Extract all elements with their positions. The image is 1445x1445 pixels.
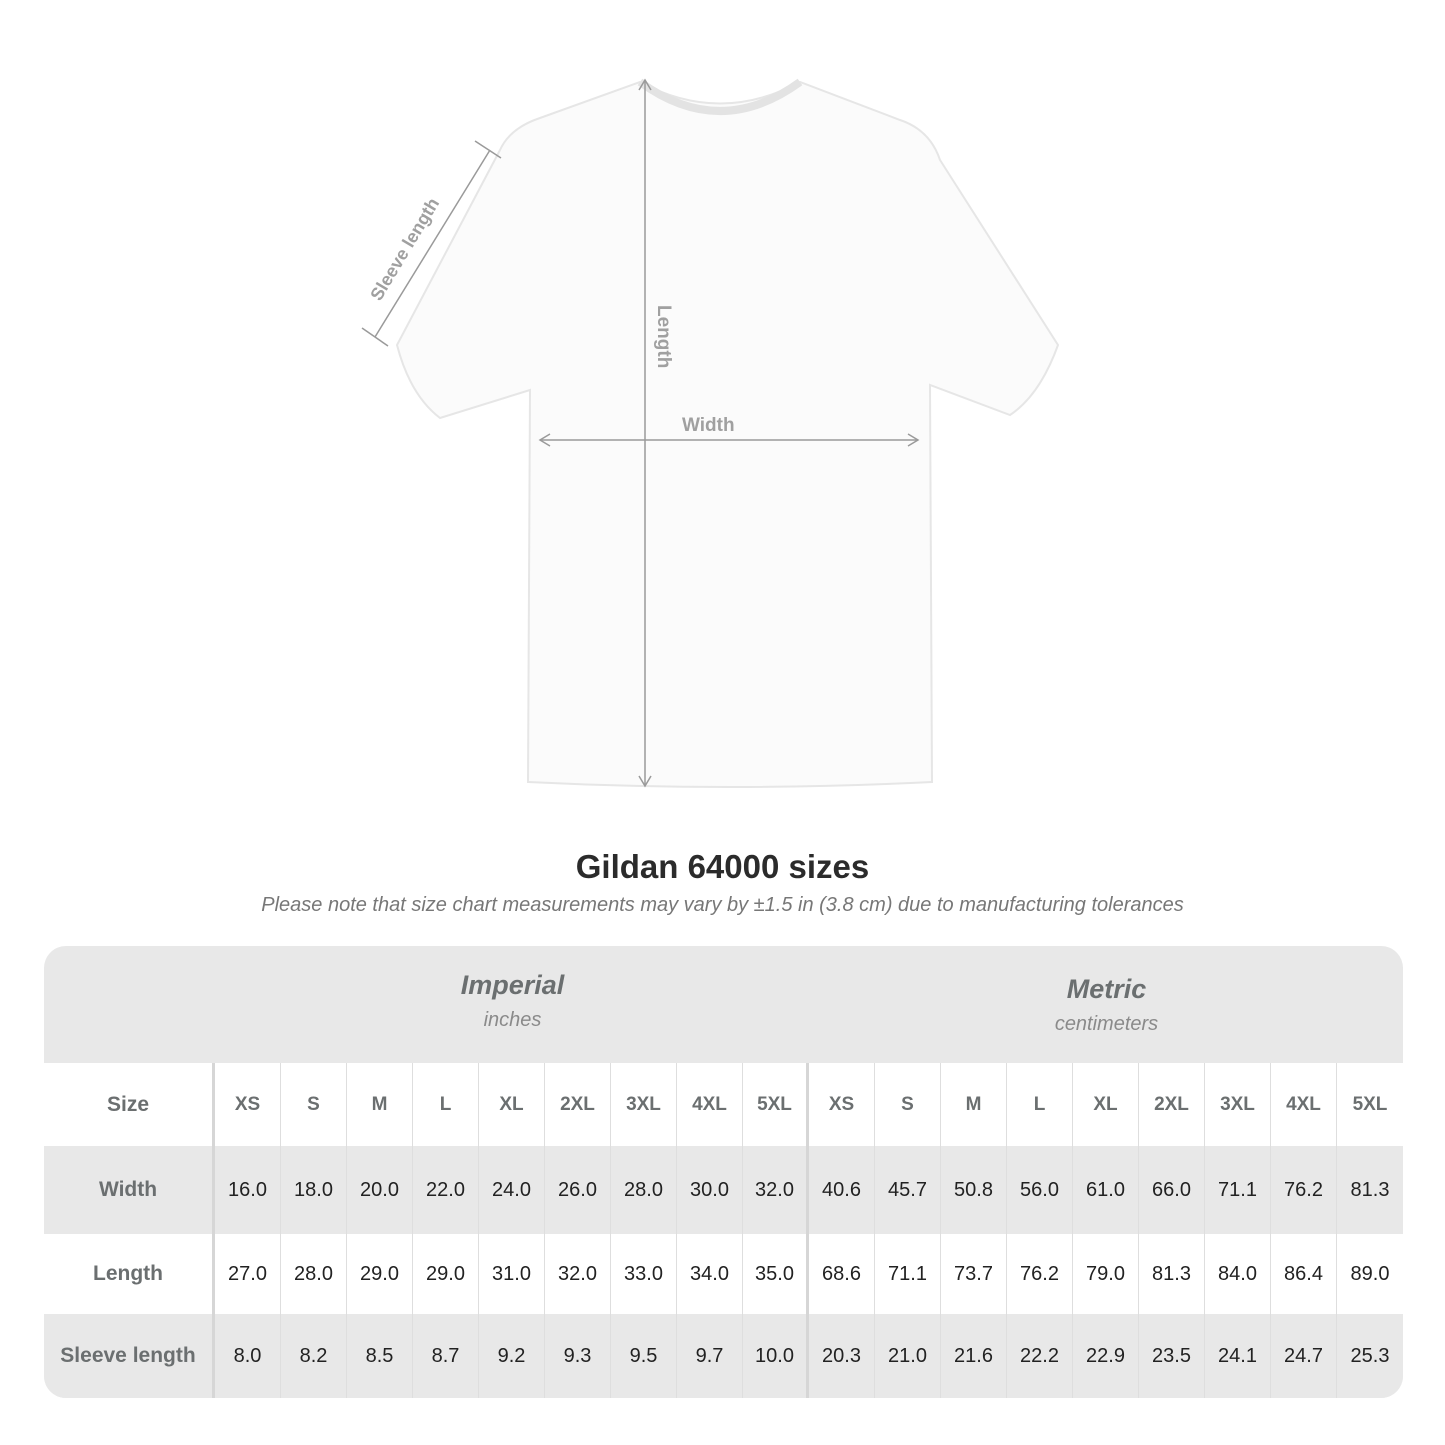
- width-label: Width: [682, 415, 735, 436]
- size-header-row: Size XS S M L XL 2XL 3XL 4XL 5XL XS S M L XL 2XL 3XL 4XL 5…: [44, 1063, 1403, 1146]
- value-cell: 71.1: [875, 1234, 941, 1314]
- value-cell: 10.0: [743, 1314, 809, 1398]
- value-cell: 29.0: [413, 1234, 479, 1314]
- table-row: Length 27.0 28.0 29.0 29.0 31.0 32.0 33.0 34.0 35…: [44, 1234, 1403, 1314]
- value-cell: 73.7: [941, 1234, 1007, 1314]
- value-cell: 9.3: [545, 1314, 611, 1398]
- value-cell: 31.0: [479, 1234, 545, 1314]
- size-header-cell: 3XL: [611, 1063, 677, 1146]
- value-cell: 25.3: [1350, 1344, 1390, 1367]
- value-cell: 9.5: [611, 1314, 677, 1398]
- size-header-cell: XS: [809, 1063, 875, 1146]
- size-header-cell: 4XL: [677, 1063, 743, 1146]
- value-cell: 76.2: [1271, 1146, 1337, 1234]
- value-cell: 84.0: [1205, 1234, 1271, 1314]
- tolerance-note: Please note that size chart measurements…: [261, 894, 1184, 916]
- row-label: Length: [44, 1234, 215, 1314]
- row-label: Sleeve length: [44, 1314, 215, 1398]
- value-cell: 9.7: [677, 1314, 743, 1398]
- value-cell: 26.0: [545, 1146, 611, 1234]
- value-cell: 8.5: [347, 1314, 413, 1398]
- value-cell: 50.8: [941, 1146, 1007, 1234]
- value-cell: 9.2: [479, 1314, 545, 1398]
- value-cell: 22.2: [1007, 1314, 1073, 1398]
- size-header-cell: 2XL: [545, 1063, 611, 1146]
- value-cell: 28.0: [611, 1146, 677, 1234]
- size-header-cell: M: [941, 1063, 1007, 1146]
- value-cell: 20.3: [809, 1314, 875, 1398]
- length-arrow: [638, 78, 652, 788]
- value-cell: 23.5: [1139, 1314, 1205, 1398]
- value-cell: 56.0: [1007, 1146, 1073, 1234]
- value-cell: 8.0: [215, 1314, 281, 1398]
- value-cell: 71.1: [1205, 1146, 1271, 1234]
- size-header-cell: M: [347, 1063, 413, 1146]
- size-header-cell: 2XL: [1139, 1063, 1205, 1146]
- width-arrow: [538, 433, 920, 447]
- value-cell: 28.0: [281, 1234, 347, 1314]
- value-cell: 27.0: [215, 1234, 281, 1314]
- value-cell: 76.2: [1007, 1234, 1073, 1314]
- metric-header: Metric centimeters: [810, 946, 1403, 1063]
- metric-title: Metric: [1066, 974, 1147, 1004]
- size-header-cell: XL: [479, 1063, 545, 1146]
- imperial-unit: inches: [483, 1009, 542, 1031]
- value-cell: 81.3: [1350, 1178, 1390, 1201]
- value-cell: 35.0: [743, 1234, 809, 1314]
- size-table: Imperial inches Metric centimeters Size X…: [44, 946, 1403, 1398]
- size-header-cell: 5XL: [743, 1063, 809, 1146]
- size-header-cell: S: [281, 1063, 347, 1146]
- size-header-cell: XL: [1073, 1063, 1139, 1146]
- value-cell: 32.0: [545, 1234, 611, 1314]
- table-row: Sleeve length 8.0 8.2 8.5 8.7 9.2 9.3 9.5 9.7 10.…: [44, 1314, 1403, 1398]
- value-cell: 16.0: [215, 1146, 281, 1234]
- length-label: Length: [653, 305, 674, 368]
- row-label: Width: [44, 1146, 215, 1234]
- table-row: Width 16.0 18.0 20.0 22.0 24.0 26.0 28.0 30.0 32.…: [44, 1146, 1403, 1234]
- size-header-cell: 4XL: [1271, 1063, 1337, 1146]
- value-cell: 18.0: [281, 1146, 347, 1234]
- size-header-cell: XS: [215, 1063, 281, 1146]
- value-cell: 22.0: [413, 1146, 479, 1234]
- imperial-header: Imperial inches: [215, 946, 810, 1063]
- value-cell: 45.7: [875, 1146, 941, 1234]
- value-cell: 24.0: [479, 1146, 545, 1234]
- sleeve-arrow: [361, 140, 502, 347]
- value-cell: 86.4: [1271, 1234, 1337, 1314]
- value-cell: 66.0: [1139, 1146, 1205, 1234]
- size-header-cell: 5XL: [1352, 1093, 1388, 1115]
- value-cell: 68.6: [809, 1234, 875, 1314]
- value-cell: 22.9: [1073, 1314, 1139, 1398]
- size-header-cell: S: [875, 1063, 941, 1146]
- value-cell: 24.1: [1205, 1314, 1271, 1398]
- page-title: Gildan 64000 sizes: [575, 848, 870, 885]
- imperial-title: Imperial: [460, 970, 565, 1000]
- value-cell: 8.2: [281, 1314, 347, 1398]
- value-cell: 79.0: [1073, 1234, 1139, 1314]
- row-label: Size: [44, 1063, 215, 1146]
- value-cell: 89.0: [1350, 1262, 1390, 1285]
- value-cell: 29.0: [347, 1234, 413, 1314]
- value-cell: 24.7: [1271, 1314, 1337, 1398]
- value-cell: 33.0: [611, 1234, 677, 1314]
- size-header-cell: 3XL: [1205, 1063, 1271, 1146]
- value-cell: 21.6: [941, 1314, 1007, 1398]
- value-cell: 32.0: [743, 1146, 809, 1234]
- value-cell: 20.0: [347, 1146, 413, 1234]
- value-cell: 21.0: [875, 1314, 941, 1398]
- value-cell: 30.0: [677, 1146, 743, 1234]
- size-header-cell: L: [413, 1063, 479, 1146]
- size-header-cell: L: [1007, 1063, 1073, 1146]
- metric-unit: centimeters: [1054, 1013, 1159, 1035]
- value-cell: 8.7: [413, 1314, 479, 1398]
- tshirt-diagram: Sleeve length Length Width: [361, 78, 1060, 788]
- value-cell: 81.3: [1139, 1234, 1205, 1314]
- value-cell: 40.6: [809, 1146, 875, 1234]
- value-cell: 34.0: [677, 1234, 743, 1314]
- value-cell: 61.0: [1073, 1146, 1139, 1234]
